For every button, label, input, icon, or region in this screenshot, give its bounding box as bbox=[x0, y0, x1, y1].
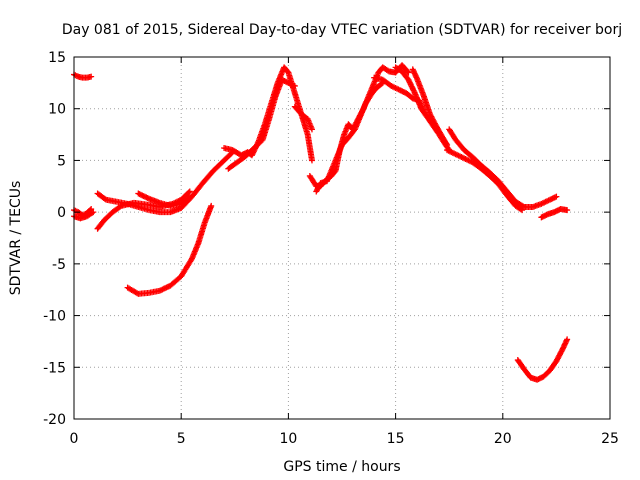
chart-title: Day 081 of 2015, Sidereal Day-to-day VTE… bbox=[62, 22, 622, 38]
data-point bbox=[404, 68, 411, 75]
data-point bbox=[89, 209, 96, 216]
x-tick-label: 0 bbox=[70, 431, 79, 447]
plot-frame bbox=[73, 56, 611, 420]
axis-ticks: 0 5 10 15 20 25 -20 -15 -10 -5 0 5 10 15 bbox=[43, 50, 619, 447]
data-point bbox=[405, 69, 412, 76]
x-tick-label: 15 bbox=[387, 431, 405, 447]
data-point bbox=[564, 207, 571, 214]
data-point bbox=[553, 193, 560, 200]
data-point bbox=[186, 194, 193, 201]
y-tick-label: 15 bbox=[48, 50, 66, 66]
series-arc-o bbox=[409, 66, 451, 148]
x-axis-label: GPS time / hours bbox=[283, 459, 400, 475]
data-point bbox=[101, 195, 108, 202]
x-tick-label: 20 bbox=[494, 431, 512, 447]
data-point bbox=[291, 82, 298, 89]
data-point bbox=[88, 73, 95, 80]
series-arc-l bbox=[313, 79, 386, 195]
series-arc-r bbox=[538, 206, 571, 221]
data-point bbox=[444, 141, 451, 148]
series-arc-c bbox=[71, 209, 97, 222]
x-tick-label: 25 bbox=[601, 431, 619, 447]
data-point bbox=[443, 140, 450, 147]
y-tick-label: 0 bbox=[57, 205, 66, 221]
series-arc-i bbox=[225, 76, 298, 172]
data-point bbox=[564, 336, 571, 343]
data-point bbox=[185, 195, 192, 202]
data-point bbox=[517, 206, 524, 213]
x-tick-label: 5 bbox=[177, 431, 186, 447]
series-arc-j bbox=[291, 103, 315, 133]
series-arc-q bbox=[444, 147, 526, 214]
y-tick-label: -20 bbox=[43, 412, 66, 428]
data-point bbox=[308, 126, 315, 133]
x-tick-label: 10 bbox=[279, 431, 297, 447]
data-point bbox=[308, 157, 315, 164]
y-tick-label: -15 bbox=[43, 360, 66, 376]
data-points bbox=[71, 62, 571, 383]
data-point bbox=[185, 189, 192, 196]
y-tick-label: -10 bbox=[43, 309, 66, 325]
series-arc-f bbox=[135, 190, 193, 209]
series-arc-g bbox=[124, 202, 215, 297]
data-point bbox=[208, 202, 215, 209]
y-tick-label: 10 bbox=[48, 102, 66, 118]
series-arc-n bbox=[392, 64, 453, 154]
data-point bbox=[520, 203, 527, 210]
series-arc-s bbox=[514, 336, 571, 383]
y-axis-label: SDTVAR / TECUs bbox=[8, 181, 24, 296]
y-tick-label: 5 bbox=[57, 153, 66, 169]
y-tick-label: -5 bbox=[52, 257, 66, 273]
series-arc-e bbox=[94, 149, 236, 216]
data-point bbox=[186, 188, 193, 195]
data-point bbox=[90, 209, 97, 216]
grid-lines bbox=[74, 57, 610, 419]
data-point bbox=[519, 207, 526, 214]
